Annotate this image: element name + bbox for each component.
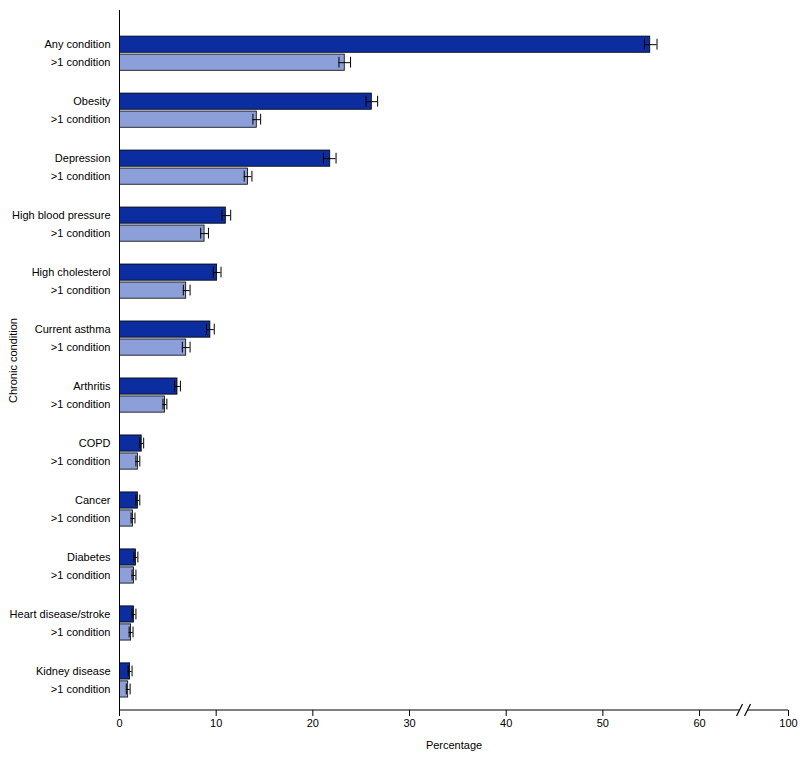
svg-text:100: 100 (779, 717, 797, 729)
svg-text:>1 condition: >1 condition (51, 626, 111, 638)
svg-text:High cholesterol: High cholesterol (32, 266, 111, 278)
svg-text:50: 50 (597, 717, 609, 729)
svg-text:>1 condition: >1 condition (51, 113, 111, 125)
svg-text:Any condition: Any condition (44, 38, 110, 50)
svg-text:40: 40 (500, 717, 512, 729)
svg-text:>1 condition: >1 condition (51, 170, 111, 182)
svg-text:>1 condition: >1 condition (51, 512, 111, 524)
svg-text:>1 condition: >1 condition (51, 683, 111, 695)
svg-text:Chronic condition: Chronic condition (7, 318, 19, 403)
svg-text:>1 condition: >1 condition (51, 227, 111, 239)
svg-text:COPD: COPD (79, 437, 111, 449)
svg-text:0: 0 (116, 717, 122, 729)
svg-text:>1 condition: >1 condition (51, 398, 111, 410)
svg-text:>1 condition: >1 condition (51, 341, 111, 353)
svg-text:>1 condition: >1 condition (51, 455, 111, 467)
svg-text:10: 10 (210, 717, 222, 729)
svg-text:Depression: Depression (55, 152, 111, 164)
svg-text:Obesity: Obesity (73, 95, 111, 107)
svg-text:>1 condition: >1 condition (51, 569, 111, 581)
svg-text:60: 60 (693, 717, 705, 729)
svg-text:Kidney disease: Kidney disease (36, 665, 111, 677)
svg-text:20: 20 (307, 717, 319, 729)
svg-text:Diabetes: Diabetes (67, 551, 111, 563)
svg-text:Current asthma: Current asthma (35, 323, 112, 335)
svg-text:Cancer: Cancer (75, 494, 111, 506)
svg-text:Arthritis: Arthritis (73, 380, 111, 392)
svg-text:30: 30 (403, 717, 415, 729)
svg-text:>1 condition: >1 condition (51, 284, 111, 296)
svg-text:High blood pressure: High blood pressure (12, 209, 110, 221)
svg-text:Heart disease/stroke: Heart disease/stroke (10, 608, 111, 620)
svg-text:>1 condition: >1 condition (51, 56, 111, 68)
svg-text:Percentage: Percentage (426, 739, 482, 751)
